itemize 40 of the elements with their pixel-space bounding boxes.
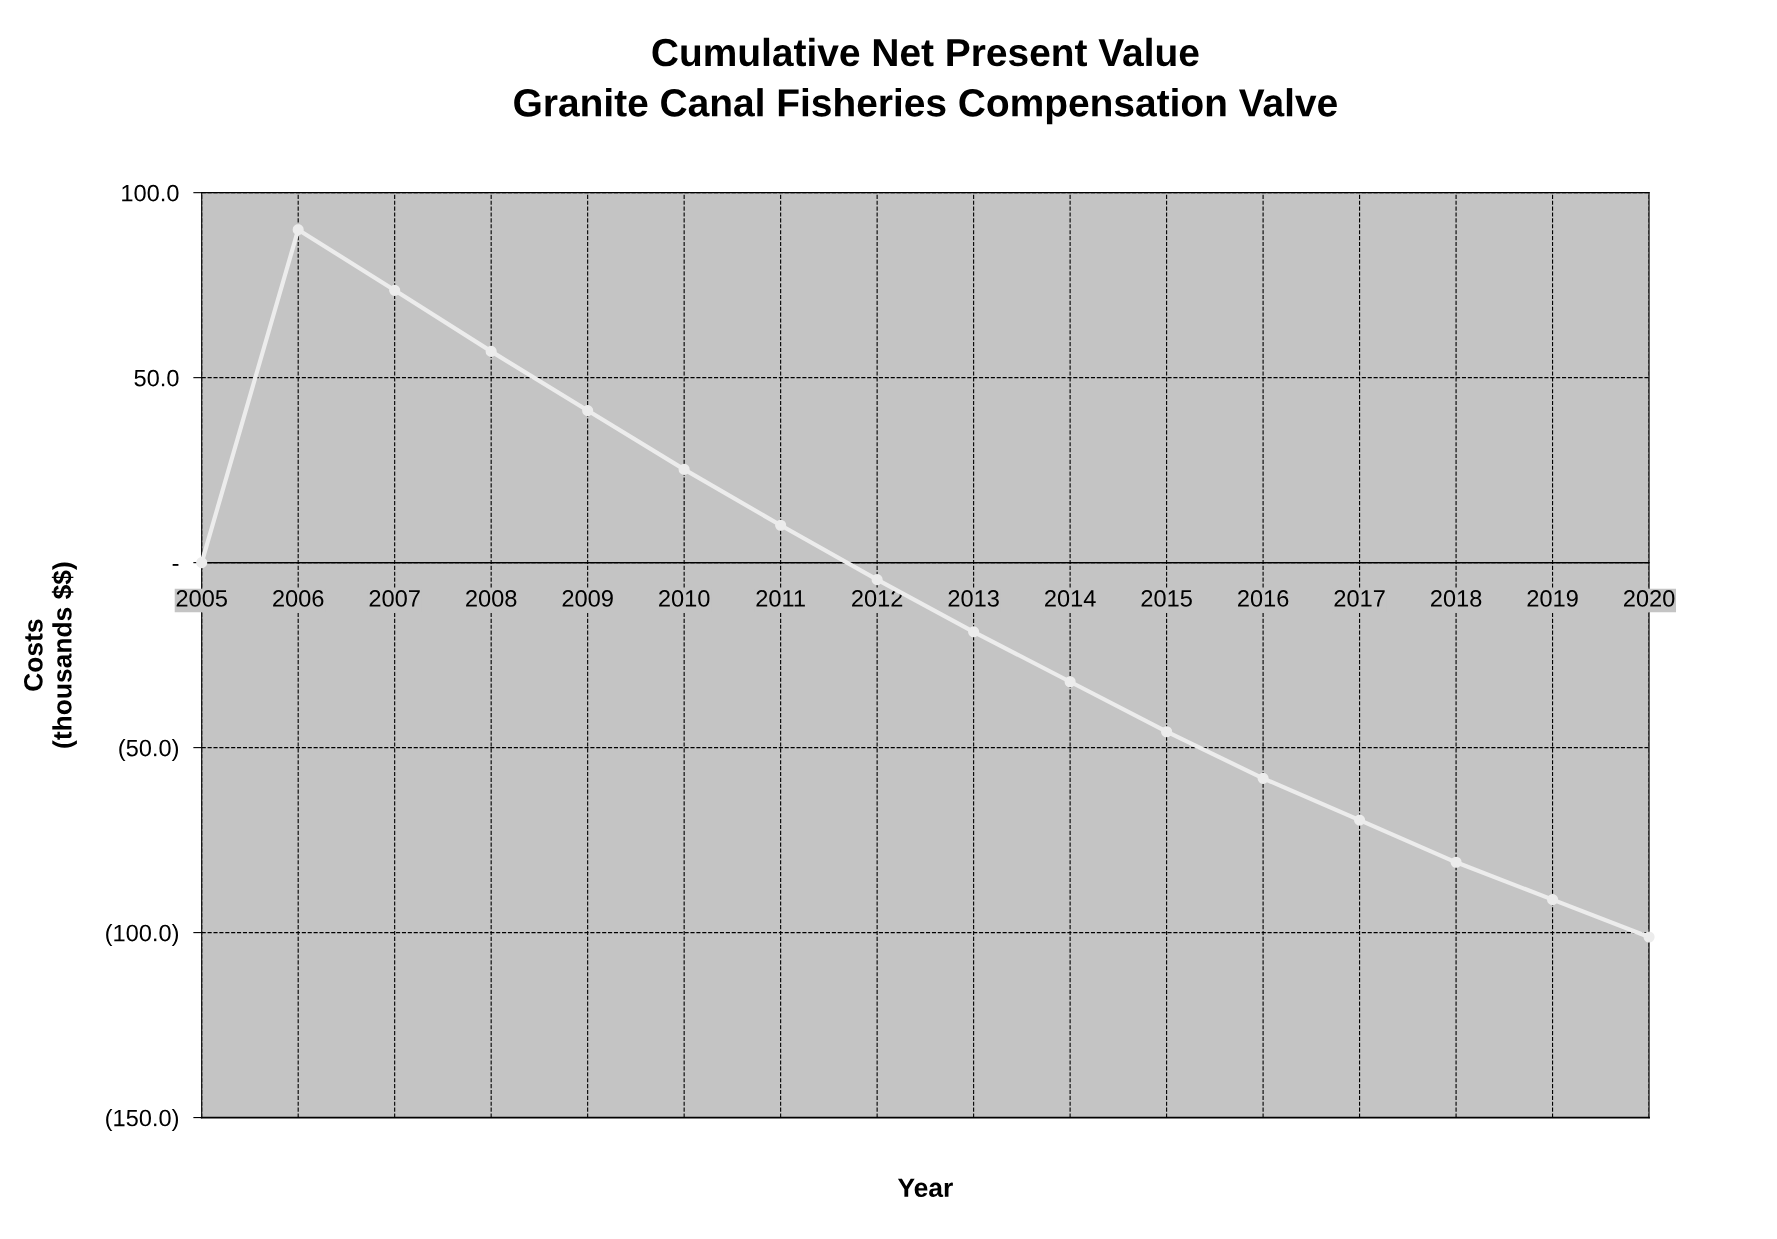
x-tick-label: 2011 bbox=[756, 590, 805, 607]
point bbox=[678, 463, 690, 475]
point bbox=[485, 345, 497, 357]
point bbox=[1354, 814, 1366, 826]
x-tick-label: 2016 bbox=[1238, 590, 1289, 607]
point bbox=[196, 557, 208, 569]
x-axis-title: Year bbox=[897, 1178, 953, 1198]
point bbox=[1547, 894, 1559, 906]
x-tick-label: 2018 bbox=[1431, 590, 1482, 607]
x-tick-label: 2005 bbox=[176, 590, 227, 607]
point bbox=[1257, 772, 1269, 784]
point bbox=[1643, 931, 1655, 943]
x-tick-label: 2019 bbox=[1527, 590, 1578, 607]
y-tick-label: - bbox=[172, 563, 179, 566]
x-tick-label: 2006 bbox=[273, 590, 324, 607]
point bbox=[871, 574, 883, 586]
x-tick-label: 2010 bbox=[659, 590, 710, 607]
y-tick-label: (100.0) bbox=[106, 924, 179, 947]
y-tick-label: (150.0) bbox=[106, 1109, 179, 1132]
point bbox=[1161, 726, 1173, 738]
x-tick-label: 2014 bbox=[1045, 590, 1096, 607]
x-tick-label: 2020 bbox=[1623, 590, 1675, 607]
y-tick-label: 50.0 bbox=[134, 369, 179, 387]
point bbox=[1064, 676, 1076, 688]
point bbox=[775, 519, 787, 531]
point bbox=[582, 405, 594, 417]
x-tick-label: 2008 bbox=[466, 590, 517, 607]
y-tick-label: (50.0) bbox=[119, 739, 179, 762]
point bbox=[292, 224, 304, 236]
x-tick-label: 2009 bbox=[562, 590, 613, 607]
point bbox=[1450, 856, 1462, 868]
point bbox=[389, 284, 401, 296]
y-tick-label: 100.0 bbox=[122, 184, 179, 202]
point bbox=[968, 626, 980, 638]
x-tick-label: 2013 bbox=[948, 590, 999, 607]
x-tick-label: 2015 bbox=[1141, 590, 1192, 607]
chart-title: Cumulative Net Present Value Granite Canal Fisheries Compensation Valve bbox=[514, 37, 1337, 125]
y-axis-title: Costs (thousands $$) bbox=[24, 562, 77, 748]
x-tick-label: 2017 bbox=[1334, 590, 1385, 607]
x-tick-label: 2007 bbox=[369, 590, 420, 607]
